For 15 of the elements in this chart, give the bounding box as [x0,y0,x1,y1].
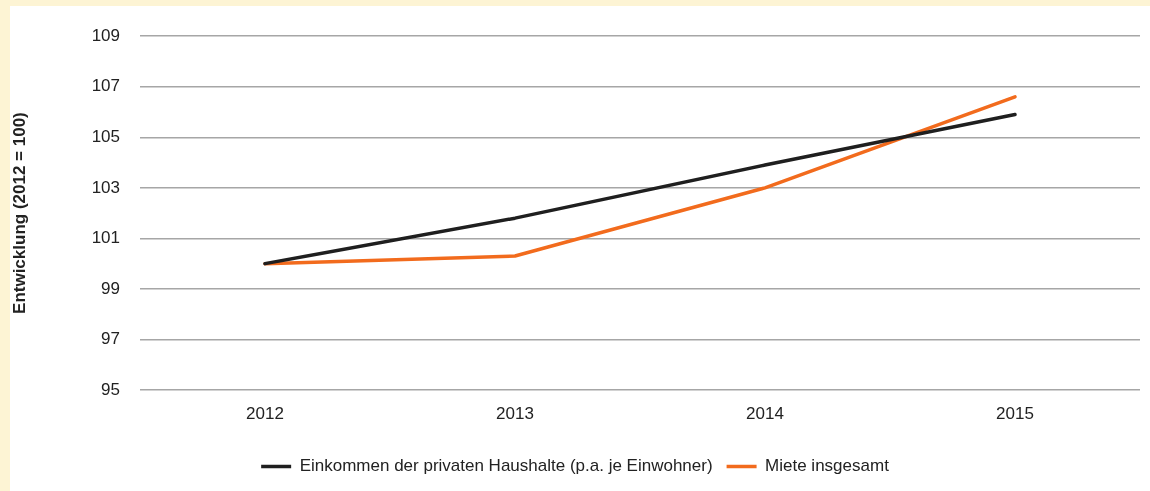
y-tick-label: 95 [101,379,120,399]
y-tick-label: 97 [101,329,120,349]
y-axis-title: Entwicklung (2012 = 100) [9,112,29,314]
y-tick-label: 105 [91,126,120,146]
y-tick-label: 101 [91,228,120,248]
x-tick-label: 2012 [246,403,284,423]
legend-label: Miete insgesamt [765,456,890,476]
legend-label: Einkommen der privaten Haushalte (p.a. je Einwohner) [299,456,713,476]
y-tick-label: 103 [91,177,120,197]
y-tick-label: 109 [91,25,120,45]
y-tick-label: 99 [101,278,120,298]
x-tick-label: 2014 [746,403,784,423]
x-tick-label: 2015 [996,403,1034,423]
y-tick-label: 107 [91,76,120,96]
x-tick-label: 2013 [496,403,534,423]
